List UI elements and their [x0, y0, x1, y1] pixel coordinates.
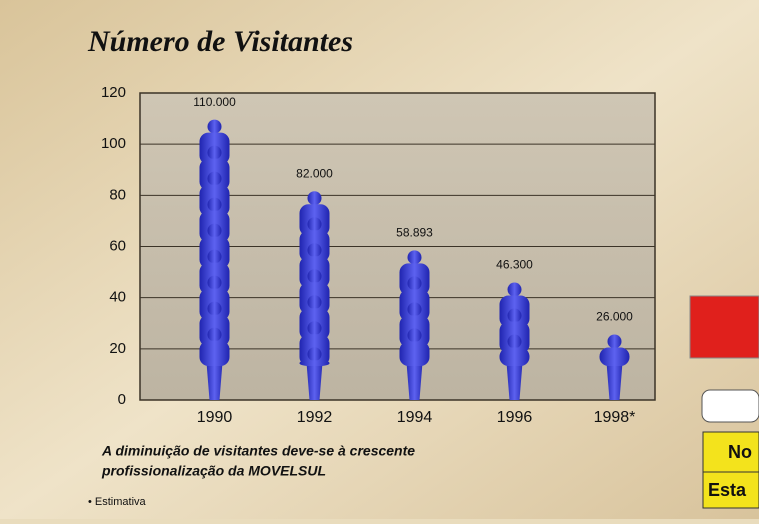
x-tick-label: 1994 [397, 409, 433, 426]
value-label: 110.000 [193, 95, 236, 109]
annotation: profissionalização da MOVELSUL [101, 463, 326, 479]
figure-body [300, 360, 330, 366]
figure-head [208, 328, 222, 342]
x-tick-label: 1992 [297, 409, 333, 426]
figure-head [208, 120, 222, 134]
figure-head [208, 198, 222, 212]
figure-head [308, 269, 322, 283]
figure-head [508, 309, 522, 323]
figure-head [208, 172, 222, 186]
y-tick-label: 20 [109, 340, 126, 357]
annotation: A diminuição de visitantes deve-se à cre… [101, 443, 415, 459]
value-label: 58.893 [396, 226, 433, 240]
figure-body [500, 348, 530, 366]
value-label: 82.000 [296, 166, 333, 180]
y-tick-label: 40 [109, 289, 126, 306]
y-tick-label: 60 [109, 237, 126, 254]
figure-head [408, 302, 422, 316]
figure-head [308, 191, 322, 205]
y-tick-label: 80 [109, 186, 126, 203]
figure-head [308, 295, 322, 309]
value-label: 46.300 [496, 258, 533, 272]
figure-head [308, 321, 322, 335]
panel-label: No [728, 442, 752, 462]
figure-body [400, 341, 430, 366]
figure-head [208, 276, 222, 290]
y-tick-label: 0 [118, 391, 126, 408]
x-tick-label: 1996 [497, 409, 533, 426]
figure-head [308, 243, 322, 257]
y-tick-label: 120 [101, 84, 126, 101]
value-label: 26.000 [596, 310, 633, 324]
figure-head [308, 347, 322, 361]
figure-head [408, 328, 422, 342]
figure-head [608, 334, 622, 348]
footnote: • Estimativa [88, 496, 147, 508]
figure-head [208, 250, 222, 264]
figure-head [308, 217, 322, 231]
figure-head [508, 283, 522, 297]
figure-head [508, 335, 522, 349]
y-tick-label: 100 [101, 135, 126, 152]
input-box[interactable] [702, 390, 759, 422]
figure-head [208, 302, 222, 316]
bar [200, 120, 230, 400]
figure-head [408, 250, 422, 264]
page: {"chart_data": {"type": "pictograph", "t… [0, 0, 759, 519]
x-tick-label: 1990 [197, 409, 233, 426]
figure-body [600, 347, 630, 366]
figure-head [408, 276, 422, 290]
chart: Número de Visitantes A diminuição de vis… [0, 0, 759, 519]
figure-head [208, 146, 222, 160]
figure-head [208, 224, 222, 238]
figure-body [200, 341, 230, 366]
x-tick-label: 1998* [594, 409, 636, 426]
panel-header [690, 296, 759, 358]
chart-title: Número de Visitantes [87, 25, 353, 58]
panel-label: Esta [708, 480, 747, 500]
